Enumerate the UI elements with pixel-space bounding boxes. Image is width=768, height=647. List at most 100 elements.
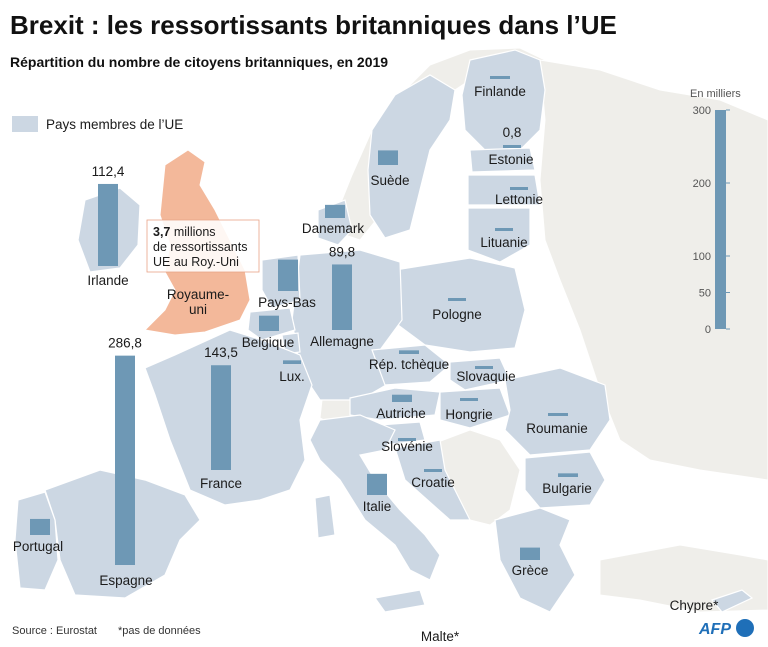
country-label-pologne: Pologne <box>432 307 482 322</box>
bar-croatie <box>424 469 442 472</box>
land-rep-tcheque <box>371 344 451 386</box>
country-label-roumanie: Roumanie <box>526 421 588 436</box>
page-subtitle: Répartition du nombre de citoyens britan… <box>10 54 388 70</box>
land-lux <box>281 332 301 355</box>
bar-pays-bas <box>278 259 298 291</box>
country-label-espagne: Espagne <box>99 573 152 588</box>
country-label-hongrie: Hongrie <box>445 407 492 422</box>
country-label-belgique: Belgique <box>242 335 295 350</box>
scale-unit: En milliers <box>690 88 741 100</box>
bar-espagne <box>115 355 135 565</box>
afp-logo: AFP <box>698 619 754 638</box>
land-suede <box>367 74 456 239</box>
country-label-rep-tcheque: Rép. tchèque <box>369 357 449 372</box>
land-sicile <box>373 589 426 613</box>
country-label-lituanie: Lituanie <box>480 235 527 250</box>
land-pologne <box>394 257 526 353</box>
uk-callout-box <box>146 219 260 273</box>
land-chypre <box>710 589 754 613</box>
bar-autriche <box>392 394 412 402</box>
land-lituanie <box>467 207 531 263</box>
country-bars <box>30 76 578 565</box>
bar-slovenie <box>398 438 416 441</box>
land-croatie <box>394 439 471 521</box>
scale-tick-label: 200 <box>693 178 711 190</box>
legend-eu-label: Pays membres de l’UE <box>46 117 183 132</box>
scale-tick-label: 0 <box>705 324 711 336</box>
bar-italie <box>367 473 387 495</box>
page-title: Brexit : les ressortissants britanniques… <box>10 10 617 40</box>
bar-france <box>211 365 231 470</box>
bar-lituanie <box>495 228 513 231</box>
value-label-estonie: 0,8 <box>503 125 522 140</box>
country-label-chypre: Chypre* <box>670 598 720 613</box>
value-label-allemagne: 89,8 <box>329 244 355 259</box>
bar-grece <box>520 547 540 560</box>
bar-lux <box>283 360 301 364</box>
value-label-espagne: 286,8 <box>108 336 142 351</box>
bar-pologne <box>448 298 466 301</box>
country-label-estonie: Estonie <box>488 152 533 167</box>
bar-lettonie <box>510 187 528 190</box>
bar-danemark <box>325 204 345 218</box>
land-estonie <box>469 147 536 173</box>
land-finlande <box>461 49 546 151</box>
country-label-finlande: Finlande <box>474 84 526 99</box>
bar-slovaquie <box>475 366 493 369</box>
bar-suede <box>378 150 398 165</box>
source: Source : Eurostat <box>12 625 97 637</box>
bar-portugal <box>30 518 50 535</box>
country-label-danemark: Danemark <box>302 221 365 236</box>
legend-eu-swatch <box>12 116 38 132</box>
scale-tick-label: 100 <box>693 251 711 263</box>
country-labels: 112,4 Irlande Royaume-uni Pays-Bas Belgique L… <box>13 84 719 644</box>
bar-allemagne <box>332 264 352 330</box>
land-sardaigne <box>314 494 336 539</box>
country-label-france: France <box>200 476 242 491</box>
eu-land <box>14 49 754 613</box>
land-portugal <box>14 491 59 591</box>
note: *pas de données <box>118 625 201 637</box>
land-bulgarie <box>524 451 606 509</box>
bar-hongrie <box>460 398 478 401</box>
bar-estonie <box>503 145 521 148</box>
country-label-suede: Suède <box>370 173 409 188</box>
bar-finlande <box>490 76 510 79</box>
svg-text:AFP: AFP <box>698 621 731 638</box>
land-slovaquie <box>449 357 511 391</box>
country-label-lettonie: Lettonie <box>495 192 543 207</box>
country-label-malte: Malte* <box>421 629 460 644</box>
country-label-grece: Grèce <box>512 563 549 578</box>
country-label-pays-bas: Pays-Bas <box>258 295 316 310</box>
country-label-slovaquie: Slovaquie <box>456 369 515 384</box>
scale: En milliers 300 200 100 50 0 <box>690 88 741 336</box>
country-label-portugal: Portugal <box>13 539 63 554</box>
scale-tick-label: 300 <box>693 105 711 117</box>
country-label-italie: Italie <box>363 499 392 514</box>
value-label-france: 143,5 <box>204 345 238 360</box>
bar-irlande <box>98 183 118 266</box>
country-label-irlande: Irlande <box>87 273 128 288</box>
land-autriche <box>349 387 441 421</box>
bar-roumanie <box>548 413 568 416</box>
country-label-slovenie: Slovénie <box>381 439 433 454</box>
country-label-royaume-uni: Royaume-uni <box>167 287 229 317</box>
land-lettonie <box>467 174 541 206</box>
scale-bar <box>715 110 726 329</box>
bar-belgique <box>259 315 279 331</box>
scale-ticks: 300 200 100 50 0 <box>693 105 730 336</box>
land-roumanie <box>504 367 611 456</box>
value-label-irlande: 112,4 <box>92 164 125 179</box>
bar-rep-tcheque <box>399 350 419 354</box>
land-hongrie <box>439 387 511 429</box>
bar-bulgarie <box>558 473 578 477</box>
country-label-bulgarie: Bulgarie <box>542 481 592 496</box>
country-label-croatie: Croatie <box>411 475 455 490</box>
country-label-autriche: Autriche <box>376 406 426 421</box>
uk-callout-line2: de ressortissants <box>153 240 247 254</box>
country-label-allemagne: Allemagne <box>310 334 374 349</box>
scale-tick-label: 50 <box>699 288 711 300</box>
country-label-lux: Lux. <box>279 369 305 384</box>
